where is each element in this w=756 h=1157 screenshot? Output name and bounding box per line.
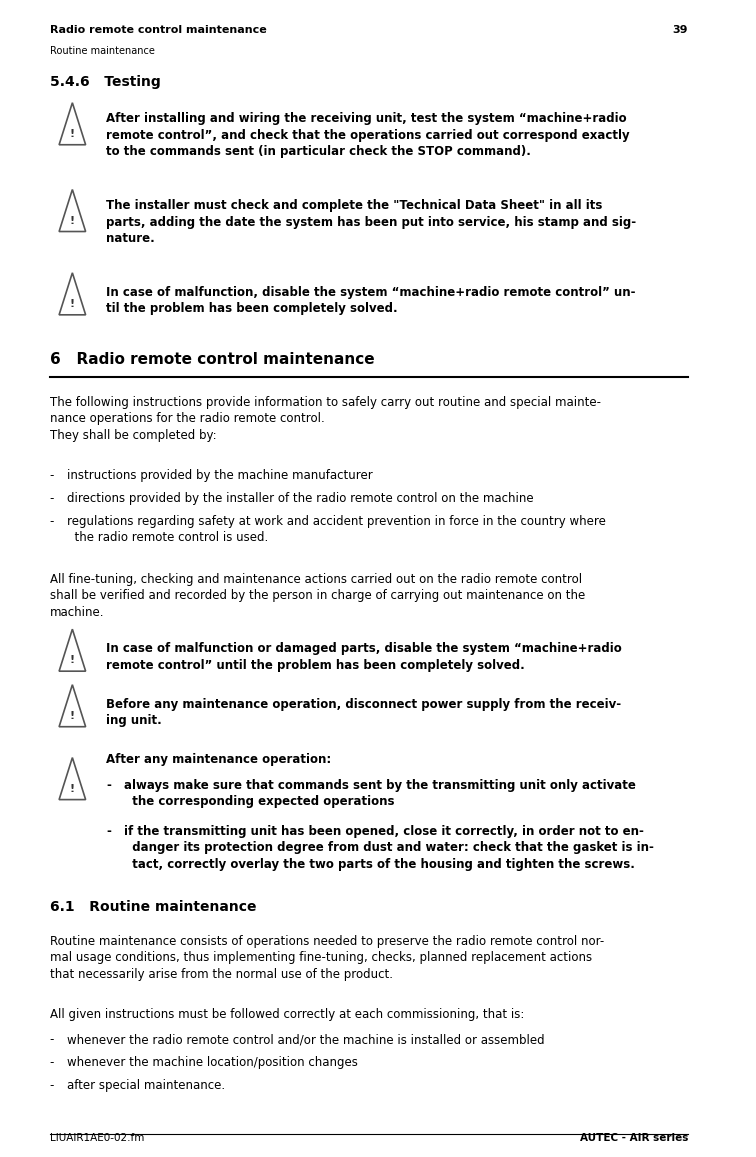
Text: !: ! bbox=[70, 710, 75, 721]
Text: Routine maintenance consists of operations needed to preserve the radio remote c: Routine maintenance consists of operatio… bbox=[50, 935, 604, 981]
Text: LIUAIR1AE0-02.fm: LIUAIR1AE0-02.fm bbox=[50, 1133, 144, 1143]
Text: Routine maintenance: Routine maintenance bbox=[50, 46, 154, 57]
Text: directions provided by the installer of the radio remote control on the machine: directions provided by the installer of … bbox=[67, 492, 534, 504]
Text: -: - bbox=[50, 492, 54, 504]
Text: 39: 39 bbox=[673, 25, 688, 36]
Text: Before any maintenance operation, disconnect power supply from the receiv-
ing u: Before any maintenance operation, discon… bbox=[107, 698, 621, 727]
Text: after special maintenance.: after special maintenance. bbox=[67, 1079, 225, 1092]
Text: In case of malfunction, disable the system “machine+radio remote control” un-
ti: In case of malfunction, disable the syst… bbox=[107, 286, 636, 315]
Text: -: - bbox=[107, 779, 111, 791]
Text: -: - bbox=[50, 515, 54, 528]
Text: always make sure that commands sent by the transmitting unit only activate
  the: always make sure that commands sent by t… bbox=[124, 779, 636, 808]
Text: Radio remote control maintenance: Radio remote control maintenance bbox=[50, 25, 266, 36]
Text: The installer must check and complete the "Technical Data Sheet" in all its
part: The installer must check and complete th… bbox=[107, 199, 637, 245]
Text: All fine-tuning, checking and maintenance actions carried out on the radio remot: All fine-tuning, checking and maintenanc… bbox=[50, 573, 585, 619]
Text: All given instructions must be followed correctly at each commissioning, that is: All given instructions must be followed … bbox=[50, 1008, 524, 1020]
Text: -: - bbox=[50, 1033, 54, 1046]
Text: -: - bbox=[50, 469, 54, 481]
Text: !: ! bbox=[70, 299, 75, 309]
Text: 6.1   Routine maintenance: 6.1 Routine maintenance bbox=[50, 900, 256, 914]
Text: 6   Radio remote control maintenance: 6 Radio remote control maintenance bbox=[50, 352, 374, 367]
Text: whenever the radio remote control and/or the machine is installed or assembled: whenever the radio remote control and/or… bbox=[67, 1033, 545, 1046]
Text: -: - bbox=[107, 825, 111, 838]
Text: !: ! bbox=[70, 128, 75, 139]
Text: whenever the machine location/position changes: whenever the machine location/position c… bbox=[67, 1056, 358, 1069]
Text: instructions provided by the machine manufacturer: instructions provided by the machine man… bbox=[67, 469, 373, 481]
Text: After any maintenance operation:: After any maintenance operation: bbox=[107, 753, 332, 766]
Text: AUTEC - AIR series: AUTEC - AIR series bbox=[580, 1133, 688, 1143]
Text: The following instructions provide information to safely carry out routine and s: The following instructions provide infor… bbox=[50, 396, 601, 442]
Text: !: ! bbox=[70, 783, 75, 794]
Text: -: - bbox=[50, 1079, 54, 1092]
Text: if the transmitting unit has been opened, close it correctly, in order not to en: if the transmitting unit has been opened… bbox=[124, 825, 654, 871]
Text: !: ! bbox=[70, 655, 75, 665]
Text: !: ! bbox=[70, 215, 75, 226]
Text: 5.4.6   Testing: 5.4.6 Testing bbox=[50, 75, 160, 89]
Text: -: - bbox=[50, 1056, 54, 1069]
Text: In case of malfunction or damaged parts, disable the system “machine+radio
remot: In case of malfunction or damaged parts,… bbox=[107, 642, 622, 671]
Text: regulations regarding safety at work and accident prevention in force in the cou: regulations regarding safety at work and… bbox=[67, 515, 606, 544]
Text: After installing and wiring the receiving unit, test the system “machine+radio
r: After installing and wiring the receivin… bbox=[107, 112, 630, 159]
